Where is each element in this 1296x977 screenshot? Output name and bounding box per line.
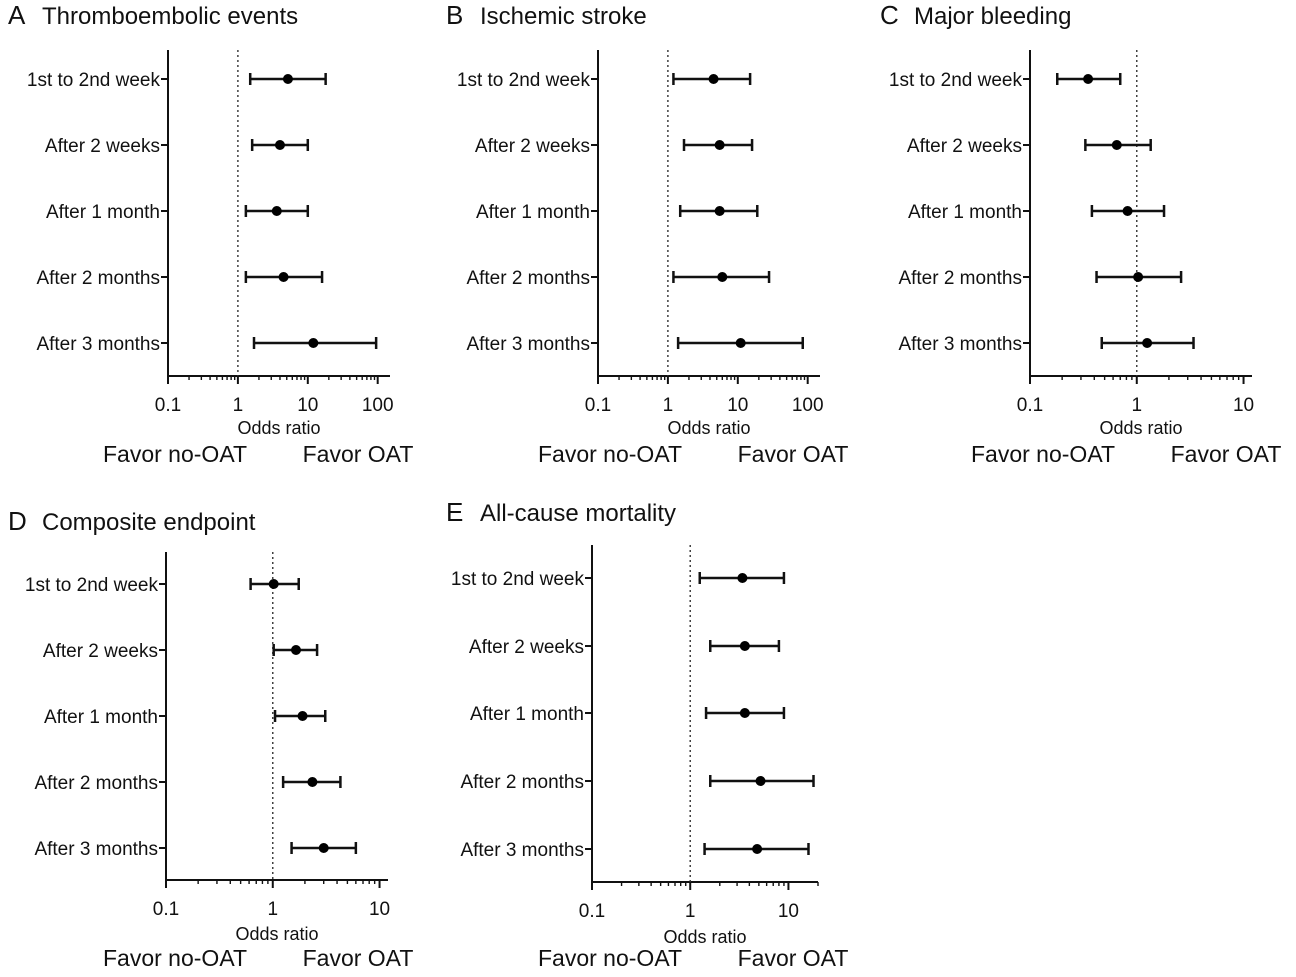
point-estimate [318, 843, 329, 853]
panel-title: Composite endpoint [42, 509, 256, 536]
favor-right-label: Favor OAT [738, 945, 849, 971]
point-estimate [307, 777, 318, 787]
point-estimate [290, 645, 301, 655]
favor-left-label: Favor no-OAT [971, 441, 1115, 467]
x-tick-label: 10 [727, 395, 748, 416]
panel-b: B Ischemic stroke 0.1 1 10 100 1st to 2nd week… [446, 0, 848, 467]
x-tick-label: 1 [663, 395, 674, 416]
row-label: After 3 months [466, 334, 590, 355]
x-tick-label: 1 [685, 901, 696, 922]
favor-right-label: Favor OAT [1171, 441, 1282, 467]
point-estimate [717, 272, 728, 282]
point-estimate [268, 579, 279, 589]
row-label: After 1 month [44, 707, 158, 728]
favor-left-label: Favor no-OAT [538, 945, 682, 971]
row-label: After 2 weeks [475, 136, 590, 157]
panel-d: D Composite endpoint 0.1 1 10 1st to 2nd week… [8, 506, 413, 971]
row-label: After 2 weeks [45, 136, 160, 157]
point-estimate [1133, 272, 1144, 282]
row-label: After 3 months [34, 839, 158, 860]
point-estimate [278, 272, 289, 282]
x-tick-label: 1 [1131, 395, 1142, 416]
point-estimate [274, 140, 285, 150]
x-tick-label: 10 [778, 901, 799, 922]
row-label: After 1 month [470, 704, 584, 725]
point-estimate [1142, 338, 1153, 348]
row-label: 1st to 2nd week [889, 70, 1023, 91]
row-label: 1st to 2nd week [25, 575, 159, 596]
row-label: After 3 months [36, 334, 160, 355]
panel-e: E All-cause mortality 0.1 1 10 1st to 2nd wee… [446, 497, 848, 971]
row-label: 1st to 2nd week [457, 70, 591, 91]
panel-letter: B [446, 0, 463, 30]
x-tick-label: 0.1 [579, 901, 605, 922]
favor-left-label: Favor no-OAT [103, 441, 247, 467]
x-tick-label: 0.1 [585, 395, 611, 416]
row-label: After 1 month [908, 202, 1022, 223]
point-estimate [735, 338, 746, 348]
point-estimate [739, 641, 750, 651]
point-estimate [297, 711, 308, 721]
panel-title: Ischemic stroke [480, 3, 647, 30]
row-label: 1st to 2nd week [27, 70, 161, 91]
point-estimate [737, 573, 748, 583]
point-estimate [282, 74, 293, 84]
row-label: After 1 month [46, 202, 160, 223]
point-estimate [271, 206, 282, 216]
favor-left-label: Favor no-OAT [103, 945, 247, 971]
panel-letter: E [446, 497, 463, 527]
x-tick-label: 0.1 [1017, 395, 1043, 416]
panel-title: Major bleeding [914, 3, 1071, 30]
favor-left-label: Favor no-OAT [538, 441, 682, 467]
panel-c: C Major bleeding 0.1 1 10 1st to 2nd week Afte… [880, 0, 1281, 467]
row-label: After 2 weeks [43, 641, 158, 662]
x-tick-label: 1 [267, 899, 278, 920]
row-label: After 2 weeks [469, 637, 584, 658]
row-label: After 3 months [460, 840, 584, 861]
point-estimate [755, 776, 766, 786]
panel-letter: A [8, 0, 26, 30]
x-axis-label: Odds ratio [663, 927, 746, 947]
x-tick-label: 1 [233, 395, 244, 416]
x-tick-label: 10 [297, 395, 318, 416]
x-tick-label: 100 [362, 395, 394, 416]
x-axis-label: Odds ratio [237, 418, 320, 438]
panel-letter: C [880, 0, 899, 30]
point-estimate [1083, 74, 1094, 84]
point-estimate [714, 206, 725, 216]
row-label: After 2 months [36, 268, 160, 289]
point-estimate [714, 140, 725, 150]
point-estimate [752, 844, 763, 854]
x-axis-label: Odds ratio [235, 924, 318, 944]
x-tick-label: 0.1 [155, 395, 181, 416]
panel-title: All-cause mortality [480, 500, 676, 527]
x-tick-label: 10 [1233, 395, 1254, 416]
point-estimate [708, 74, 719, 84]
favor-right-label: Favor OAT [738, 441, 849, 467]
point-estimate [739, 708, 750, 718]
row-label: After 1 month [476, 202, 590, 223]
row-label: 1st to 2nd week [451, 569, 585, 590]
x-tick-label: 0.1 [153, 899, 179, 920]
x-axis-label: Odds ratio [1099, 418, 1182, 438]
row-label: After 3 months [898, 334, 1022, 355]
favor-right-label: Favor OAT [303, 945, 414, 971]
point-estimate [1122, 206, 1133, 216]
row-label: After 2 months [460, 772, 584, 793]
panel-a: A Thromboembolic events 0.1 1 10 100 1st to 2n… [8, 0, 413, 467]
row-label: After 2 weeks [907, 136, 1022, 157]
x-tick-label: 100 [792, 395, 824, 416]
point-estimate [308, 338, 319, 348]
row-label: After 2 months [898, 268, 1022, 289]
point-estimate [1111, 140, 1122, 150]
row-label: After 2 months [34, 773, 158, 794]
panel-title: Thromboembolic events [42, 3, 298, 30]
x-tick-label: 10 [369, 899, 390, 920]
favor-right-label: Favor OAT [303, 441, 414, 467]
x-axis-label: Odds ratio [667, 418, 750, 438]
row-label: After 2 months [466, 268, 590, 289]
panel-letter: D [8, 506, 27, 536]
